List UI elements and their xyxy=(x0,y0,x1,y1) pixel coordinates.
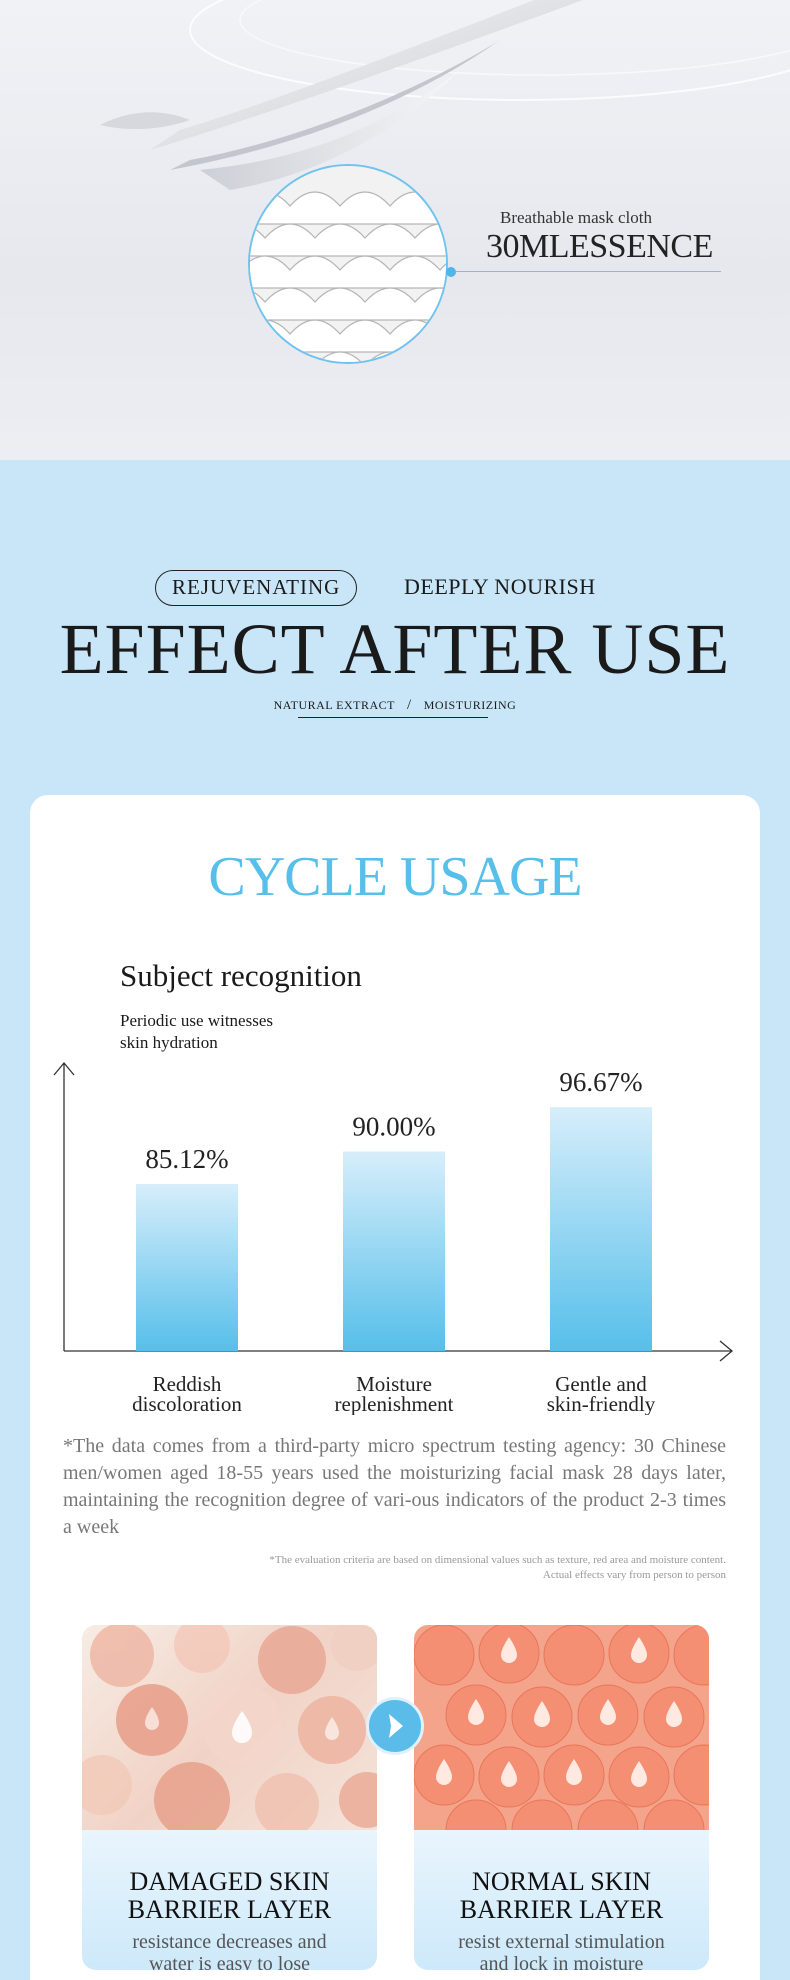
evaluation-disclaimer: *The evaluation criteria are based on di… xyxy=(269,1554,726,1581)
panel-desc-line: water is easy to lose xyxy=(148,1953,311,1970)
panel-desc-line: and lock in moisture xyxy=(479,1953,644,1970)
chart-bar xyxy=(550,1107,652,1351)
category-tick-label: skin-friendly xyxy=(547,1392,656,1415)
bar-value-label: 96.67% xyxy=(559,1067,642,1097)
chevron-right-icon xyxy=(389,1714,403,1738)
damaged-skin-image xyxy=(82,1625,377,1830)
panel-title-line: NORMAL SKIN xyxy=(472,1867,651,1896)
category-tick-label: Gentle and xyxy=(555,1372,647,1396)
damaged-skin-panel: DAMAGED SKIN BARRIER LAYER resistance de… xyxy=(82,1625,377,1970)
compare-arrow-button xyxy=(366,1697,424,1755)
subject-desc-line: Periodic use witnesses xyxy=(120,1011,273,1030)
damaged-skin-title: DAMAGED SKIN BARRIER LAYER xyxy=(82,1868,377,1924)
panel-title-line: BARRIER LAYER xyxy=(127,1895,332,1924)
subject-recognition-title: Subject recognition xyxy=(120,958,362,993)
hero-section: Breathable mask cloth 30MLESSENCE xyxy=(0,0,790,460)
subtitle-row: NATURAL EXTRACT / MOISTURIZING xyxy=(0,697,790,714)
droplet-icon xyxy=(145,1707,339,1743)
damaged-skin-desc: resistance decreases and water is easy t… xyxy=(82,1931,377,1970)
damaged-cells-illustration xyxy=(82,1625,377,1830)
subtitle-underline xyxy=(298,717,488,718)
fabric-zoom-circle xyxy=(248,164,448,364)
healthy-cells-illustration xyxy=(414,1625,709,1830)
panel-desc-line: resistance decreases and xyxy=(132,1931,327,1953)
callout-line xyxy=(456,271,721,272)
chart-bar xyxy=(136,1183,238,1351)
normal-skin-panel: NORMAL SKIN BARRIER LAYER resist externa… xyxy=(414,1625,709,1970)
subtitle-separator: / xyxy=(407,697,412,713)
chart-bar xyxy=(343,1151,445,1351)
x-axis-arrow xyxy=(719,1340,734,1362)
category-tick-label: discoloration xyxy=(132,1392,242,1415)
cycle-usage-title: CYCLE USAGE xyxy=(208,846,582,908)
fabric-texture-icon xyxy=(250,166,446,362)
y-axis-arrow xyxy=(53,1061,75,1076)
droplet-icon xyxy=(436,1637,682,1787)
subtitle-moisturizing: MOISTURIZING xyxy=(423,698,517,712)
callout-dot xyxy=(446,267,456,277)
normal-skin-title: NORMAL SKIN BARRIER LAYER xyxy=(414,1868,709,1924)
damaged-skin-info: DAMAGED SKIN BARRIER LAYER resistance de… xyxy=(82,1830,377,1970)
normal-skin-image xyxy=(414,1625,709,1830)
panel-title-line: DAMAGED SKIN xyxy=(129,1867,330,1896)
callout-volume: 30MLESSENCE xyxy=(486,228,713,265)
bar-value-label: 85.12% xyxy=(145,1144,228,1174)
category-tick-label: Reddish xyxy=(153,1372,222,1396)
callout-caption: Breathable mask cloth xyxy=(500,208,653,227)
category-tick-label: replenishment xyxy=(335,1392,454,1415)
normal-skin-desc: resist external stimulation and lock in … xyxy=(414,1931,709,1970)
subject-desc-line: skin hydration xyxy=(120,1033,218,1052)
study-footnote: *The data comes from a third-party micro… xyxy=(63,1435,726,1538)
rejuvenating-pill: REJUVENATING xyxy=(155,570,358,606)
normal-skin-info: NORMAL SKIN BARRIER LAYER resist externa… xyxy=(414,1830,709,1970)
subject-description: Periodic use witnesses skin hydration xyxy=(120,1010,320,1054)
bar-value-label: 90.00% xyxy=(352,1112,435,1142)
mask-cloth-illustration xyxy=(100,0,790,190)
category-tick-label: Moisture xyxy=(356,1372,432,1396)
deeply-nourish-tagline: DEEPLY NOURISH xyxy=(404,574,596,599)
panel-desc-line: resist external stimulation xyxy=(458,1931,665,1953)
page-title: EFFECT AFTER USE xyxy=(59,609,731,689)
panel-title-line: BARRIER LAYER xyxy=(459,1895,664,1924)
subtitle-natural-extract: NATURAL EXTRACT xyxy=(273,698,396,712)
